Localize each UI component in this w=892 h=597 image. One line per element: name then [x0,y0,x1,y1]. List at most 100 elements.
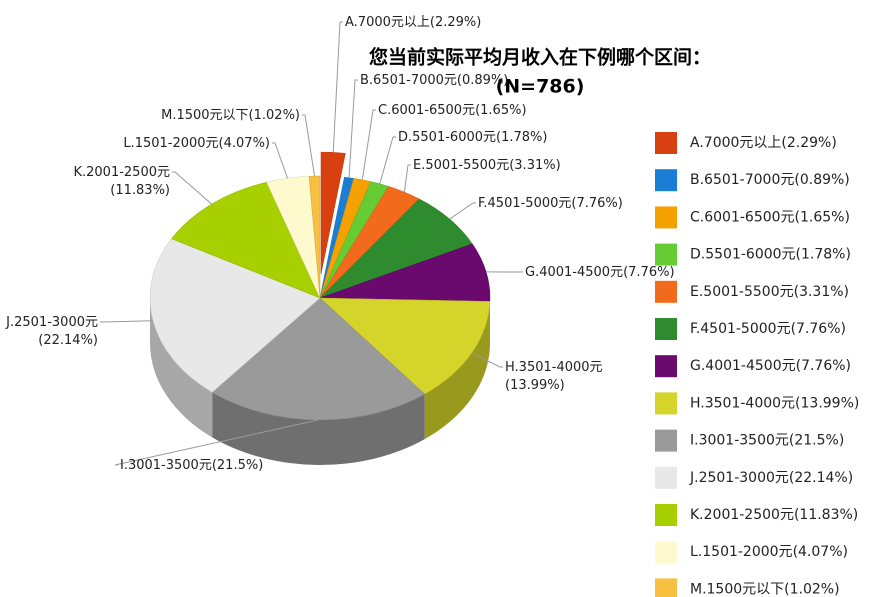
slice-label-value: (1.65%) [475,103,526,118]
legend-category: E.5001-5500元 [690,284,794,300]
legend-text: A.7000元以上(2.29%) [690,135,837,151]
slice-label-category: H.3501-4000元 [505,360,603,375]
legend-text: J.2501-3000元(22.14%) [689,470,853,486]
legend-value: (21.5%) [789,433,844,449]
leader-line [449,202,476,220]
slice-label-value: (0.89%) [457,73,508,88]
slice-label: H.3501-4000元 (13.99%) [505,360,603,393]
legend-category: A.7000元以上 [690,135,781,151]
legend-value: (2.29%) [781,135,836,151]
legend-text: I.3001-3500元(21.5%) [690,433,844,449]
legend-value: (3.31%) [794,284,849,300]
slice-label-category: D.5501-6000元 [398,130,496,145]
legend-value: (7.76%) [791,321,846,337]
slice-label: I.3001-3500元(21.5%) [120,458,263,473]
legend-text: D.5501-6000元(1.78%) [690,247,851,263]
slice-label-value: (21.5%) [212,458,263,473]
legend-swatch [655,429,677,452]
legend-text: G.4001-4500元(7.76%) [690,358,851,374]
legend-value: (1.65%) [795,209,850,225]
leader-line [100,320,154,323]
slice-label-category: L.1501-2000元 [123,136,218,151]
slice-label-category: G.4001-4500元 [525,265,623,280]
pie-tops [149,151,491,421]
slice-label-category: B.6501-7000元 [360,73,457,88]
slice-label-value: (7.76%) [571,196,622,211]
legend-text: B.6501-7000元(0.89%) [690,172,850,188]
leader-line [172,171,212,205]
legend-category: B.6501-7000元 [690,172,794,188]
leader-line [471,352,503,368]
slice-label: G.4001-4500元(7.76%) [525,265,675,280]
legend-value: (1.02%) [784,581,839,597]
slice-label-category: C.6001-6500元 [378,103,475,118]
slice-label: C.6001-6500元(1.65%) [378,103,527,118]
slice-label: F.4501-5000元(7.76%) [478,196,623,211]
slice-label-category: F.4501-5000元 [478,196,571,211]
slice-label: B.6501-7000元(0.89%) [360,73,508,88]
chart-subtitle: (N=786) [496,76,585,98]
slice-label-value: (11.83%) [110,183,170,198]
slice-label-value: (22.14%) [38,333,98,348]
legend-swatch [655,169,677,192]
slice-label: A.7000元以上(2.29%) [345,15,481,30]
legend-swatch [655,578,677,597]
slice-label: M.1500元以下(1.02%) [161,108,300,123]
legend-value: (1.78%) [796,247,851,263]
legend-swatch [655,206,677,229]
legend-text: F.4501-5000元(7.76%) [690,321,846,337]
leader-line [348,79,358,178]
legend-swatch [655,504,677,526]
slice-label-value: (3.31%) [509,158,560,173]
slice-label-value: (13.99%) [505,378,565,393]
slice-label-value: (1.78%) [496,130,547,145]
legend-text: K.2001-2500元(11.83%) [690,507,858,523]
legend-category: H.3501-4000元 [690,395,795,411]
legend-value: (0.89%) [794,172,849,188]
legend-text: C.6001-6500元(1.65%) [690,209,850,225]
legend-text: M.1500元以下(1.02%) [690,581,840,597]
legend-swatch [655,355,677,378]
slice-label: K.2001-2500元 (11.83%) [73,165,170,198]
pie-slice [211,297,426,421]
leader-line [114,419,319,466]
slice-label-category: E.5001-5500元 [413,158,509,173]
slice-label: D.5501-6000元(1.78%) [398,130,547,145]
legend-text: L.1501-2000元(4.07%) [690,544,848,560]
legend-text: H.3501-4000元(13.99%) [690,395,859,411]
legend-value: (22.14%) [789,470,853,486]
legend-text: E.5001-5500元(3.31%) [690,284,849,300]
slice-label-category: J.2501-3000元 [5,315,98,330]
leader-line [379,136,396,184]
legend-swatch [655,541,677,564]
legend-value: (13.99%) [795,395,859,411]
slice-label-category: K.2001-2500元 [73,165,170,180]
legend-value: (11.83%) [794,507,858,523]
slice-label-value: (2.29%) [430,15,481,30]
slice-label: L.1501-2000元(4.07%) [123,136,270,151]
legend-category: M.1500元以下 [690,581,784,597]
legend-category: J.2501-3000元 [689,470,789,486]
pie-slice [308,175,321,299]
pie-slice [149,238,321,393]
legend-value: (7.76%) [796,358,851,374]
pie-slice [171,181,321,299]
slice-label-category: A.7000元以上 [345,15,430,30]
legend-category: L.1501-2000元 [690,544,793,560]
slice-label: J.2501-3000元 (22.14%) [5,315,98,348]
legend-swatch [655,132,677,154]
legend-category: G.4001-4500元 [690,358,796,374]
legend-category: F.4501-5000元 [690,321,791,337]
chart-title: 您当前实际平均月收入在下例哪个区间： [369,46,711,69]
leader-line [361,109,376,180]
pie-side [150,298,213,438]
legend-category: I.3001-3500元 [690,433,789,449]
slice-label-value: (7.76%) [623,265,674,280]
slice-label-category: I.3001-3500元 [120,458,212,473]
legend-swatch [655,318,677,340]
leader-line [302,114,316,177]
leader-line [332,21,343,153]
legend-category: C.6001-6500元 [690,209,795,225]
pie-side [212,392,425,466]
